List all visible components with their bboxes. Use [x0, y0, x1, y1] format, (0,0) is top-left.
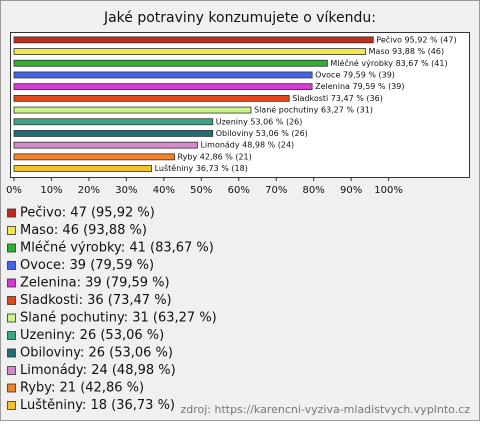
bar [13, 165, 152, 172]
legend-swatch [7, 401, 16, 410]
chart-title: Jaké potraviny konzumujete o víkendu: [103, 10, 376, 26]
legend-swatch [7, 208, 16, 218]
legend-swatch [7, 313, 16, 323]
legend-label: Mléčné výrobky: 41 (83,67 %) [20, 241, 214, 256]
bar [13, 71, 313, 79]
bar [13, 36, 374, 44]
bar [13, 130, 214, 137]
x-tick-label: 70% [265, 185, 287, 196]
source: zdroj: https://karencni-vyziva-mladistvy… [180, 403, 470, 416]
legend-swatch [7, 226, 16, 235]
legend-swatch [7, 331, 16, 340]
data-label: Pečivo 95,92 % (47) [376, 34, 456, 44]
data-label: Slané pochutiny 63,27 % (31) [254, 105, 373, 115]
bar [13, 141, 198, 149]
legend-label: Luštěniny: 18 (36,73 %) [20, 398, 175, 413]
legend-label: Maso: 46 (93,88 %) [20, 223, 147, 238]
bar [13, 118, 214, 126]
bar [13, 153, 175, 161]
x-tick-label: 80% [303, 185, 325, 196]
legend-label: Obiloviny: 26 (53,06 %) [20, 346, 173, 361]
bar [13, 94, 290, 102]
legend-swatch [7, 261, 16, 270]
data-label: Mléčné výrobky 83,67 % (41) [330, 58, 447, 68]
bar [13, 83, 313, 91]
legend-label: Zelenina: 39 (79,59 %) [20, 276, 170, 291]
bar [13, 48, 367, 55]
legend-swatch [7, 278, 16, 288]
x-tick-label: 30% [115, 185, 137, 196]
legend-label: Ovoce: 39 (79,59 %) [20, 258, 154, 273]
legend-swatch [7, 243, 16, 253]
data-label: Uzeniny 53,06 % (26) [216, 117, 303, 126]
x-tick-label: 0% [6, 185, 22, 196]
legend-swatch [7, 296, 16, 305]
bar [13, 106, 252, 114]
legend-swatch [7, 366, 16, 375]
data-label: Zelenina 79,59 % (39) [315, 82, 404, 91]
bar [13, 59, 328, 67]
legend-label: Ryby: 21 (42,86 %) [20, 381, 144, 396]
legend-swatch [7, 348, 16, 358]
x-tick-label: 100% [374, 185, 403, 196]
data-label: Limonády 48,98 % (24) [200, 141, 294, 150]
legend-swatch [7, 383, 16, 393]
legend-label: Limonády: 24 (48,98 %) [20, 363, 176, 378]
x-tick-label: 10% [40, 185, 62, 196]
x-tick-label: 20% [78, 185, 100, 196]
x-tick-label: 50% [190, 185, 212, 196]
data-label: Ryby 42,86 % (21) [178, 152, 252, 161]
x-tick-label: 60% [228, 185, 250, 196]
legend-label: Uzeniny: 26 (53,06 %) [20, 328, 164, 343]
x-tick-label: 90% [340, 185, 362, 196]
data-label: Maso 93,88 % (46) [369, 47, 444, 56]
legend-label: Slané pochutiny: 31 (63,27 %) [20, 311, 217, 326]
x-tick-label: 40% [153, 185, 175, 196]
data-label: Luštěniny 36,73 % (18) [155, 163, 248, 173]
legend-label: Pečivo: 47 (95,92 %) [20, 206, 155, 221]
data-label: Sladkosti 73,47 % (36) [292, 94, 383, 103]
data-label: Ovoce 79,59 % (39) [315, 70, 395, 79]
legend-label: Sladkosti: 36 (73,47 %) [20, 293, 172, 308]
data-label: Obiloviny 53,06 % (26) [216, 129, 308, 138]
plot-area [10, 32, 470, 178]
